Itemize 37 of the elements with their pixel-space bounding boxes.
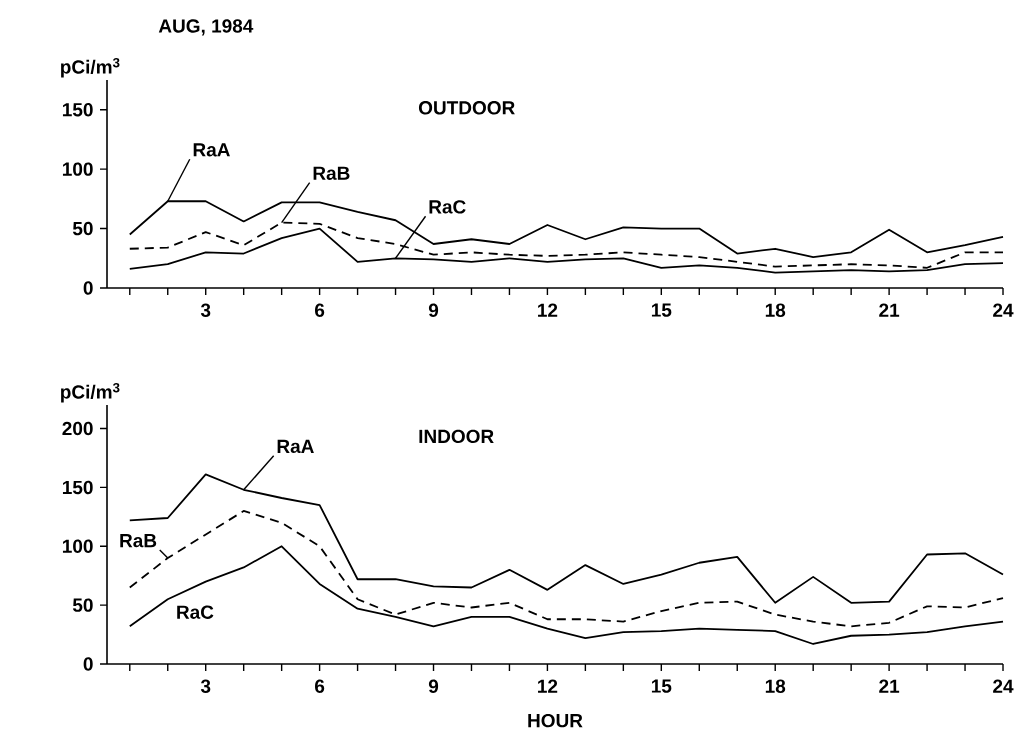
series-label: RaC [177, 605, 214, 619]
x-tick-label: 3 [200, 679, 211, 694]
y-tick-label: 200 [62, 421, 93, 436]
y-tick-label: 50 [72, 221, 93, 236]
y-axis-title: pCi/m$^{3}$ [61, 382, 120, 403]
x-tick-label: 9 [428, 303, 439, 317]
x-tick-label: 15 [651, 679, 672, 693]
x-axis-title: HOUR [528, 713, 583, 728]
x-tick-label: 15 [651, 303, 672, 317]
y-tick-label: 0 [83, 657, 93, 671]
y-tick-label: 150 [62, 480, 93, 495]
series-label: RaB [120, 534, 157, 548]
x-tick-label: 12 [538, 679, 558, 693]
x-tick-label: 9 [428, 679, 439, 693]
text: RaC [429, 200, 466, 214]
x-tick-label: 24 [993, 303, 1014, 317]
text: RaA [193, 143, 230, 157]
x-tick-label: 6 [315, 303, 325, 317]
text: RaB [313, 166, 350, 180]
y-tick-label: 50 [72, 598, 93, 612]
text: RaA [277, 439, 314, 454]
text: OUTDOOR [418, 101, 515, 115]
y-tick-label: 0 [83, 281, 93, 295]
y-tick-label: 150 [62, 102, 93, 117]
x-tick-label: 18 [765, 679, 786, 693]
x-tick-label: 3 [200, 303, 211, 318]
y-axis-title: pCi/m$^{3}$ [61, 57, 120, 78]
x-tick-label: 24 [993, 679, 1014, 693]
x-tick-label: 6 [315, 679, 325, 693]
x-tick-label: 21 [879, 679, 900, 693]
x-tick-label: 18 [765, 303, 786, 317]
y-tick-label: 100 [62, 162, 93, 176]
x-tick-label: 21 [879, 303, 900, 317]
chart-title: AUG, 1984 [158, 19, 254, 36]
y-tick-label: 100 [62, 539, 93, 553]
text: INDOOR [419, 429, 494, 444]
x-tick-label: 12 [538, 303, 558, 317]
